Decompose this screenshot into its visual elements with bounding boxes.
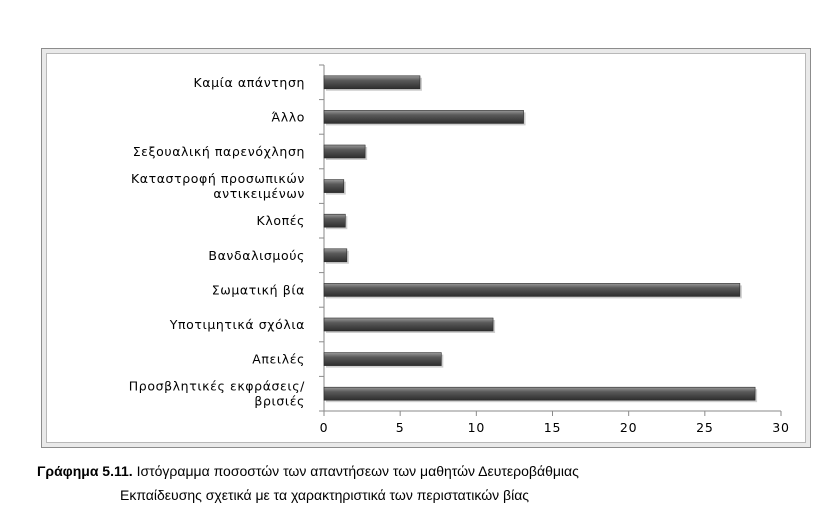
category-label: Απειλές (252, 352, 305, 367)
category-label: Καταστροφή προσωπικών αντικειμένων (131, 171, 305, 201)
bar (323, 110, 524, 124)
category-label: Σεξουαλική παρενόχληση (133, 144, 305, 159)
bar (323, 213, 346, 228)
bar (323, 283, 741, 297)
bar (323, 144, 366, 159)
chart-frame: Καμία απάντηση Άλλο Σεξουαλική παρενόχληση… (41, 48, 811, 448)
caption-number: Γράφημα 5.11. (37, 463, 133, 479)
caption-text-1: Ιστόγραμμα ποσοστών των απαντήσεων των μ… (136, 463, 579, 479)
bar (323, 248, 348, 263)
caption-line-2: Εκπαίδευσης σχετικά με τα χαρακτηριστικά… (120, 487, 530, 503)
x-tick-label: 15 (544, 420, 562, 435)
category-label: Υποτιμητικά σχόλια (169, 317, 305, 332)
category-label: Κλοπές (257, 213, 305, 228)
x-tick-label: 5 (396, 420, 405, 435)
x-tick-label: 30 (772, 420, 790, 435)
category-labels: Καμία απάντηση Άλλο Σεξουαλική παρενόχληση… (129, 75, 305, 409)
bar (323, 75, 421, 90)
bar-chart: Καμία απάντηση Άλλο Σεξουαλική παρενόχληση… (129, 64, 790, 435)
x-tick-label: 25 (696, 420, 714, 435)
figure-caption: Γράφημα 5.11. Ιστόγραμμα ποσοστών των απ… (37, 459, 807, 507)
bar (323, 317, 494, 332)
category-label: Βανδαλισμούς (208, 248, 305, 263)
bar-series (323, 75, 758, 403)
x-tick-label: 10 (468, 420, 486, 435)
x-tick-labels: 0 5 10 15 20 25 30 (320, 420, 790, 435)
category-label: Άλλο (272, 109, 306, 124)
bar (323, 386, 756, 401)
bar (323, 179, 345, 193)
category-label: Σωματική βία (212, 282, 305, 297)
category-label: Προσβλητικές εκφράσεις/βρισιές (129, 379, 305, 409)
bar (323, 352, 442, 366)
category-label: Καμία απάντηση (193, 75, 305, 90)
caption-line-1: Γράφημα 5.11. Ιστόγραμμα ποσοστών των απ… (37, 459, 807, 483)
x-tick-label: 0 (320, 420, 329, 435)
x-tick-label: 20 (620, 420, 638, 435)
